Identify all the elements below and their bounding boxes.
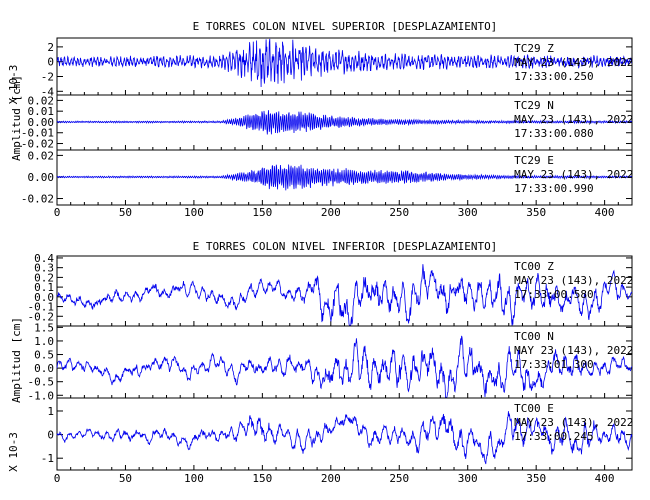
y-tick-label: 0.02 — [28, 149, 55, 162]
date-label: MAY 23 (143), 2022 — [514, 416, 633, 429]
time-label: 17:33:00.250 — [514, 70, 593, 83]
scale-factor-label: X 10-3 — [7, 65, 20, 105]
y-tick-label: -1 — [41, 452, 54, 465]
time-label: 17:33:00.245 — [514, 430, 593, 443]
x-tick-label: 100 — [184, 472, 204, 485]
y-tick-label: 0.01 — [28, 105, 55, 118]
x-tick-label: 200 — [321, 472, 341, 485]
station-label: TC00 Z — [514, 260, 554, 273]
y-tick-label: 1 — [47, 405, 54, 418]
time-label: 17:33:00.080 — [514, 127, 593, 140]
x-tick-label: 400 — [595, 206, 615, 219]
x-tick-label: 250 — [389, 472, 409, 485]
x-tick-label: 300 — [458, 206, 478, 219]
x-tick-label: 250 — [389, 206, 409, 219]
station-label: TC29 Z — [514, 42, 554, 55]
x-axis-lower: 0 50 100 150 200 250 300 350 400 — [54, 472, 615, 485]
y-tick-label: 0 — [47, 56, 54, 69]
date-label: MAY 23 (143), 2022 — [514, 168, 633, 181]
date-label: MAY 23 (143), 2022 — [514, 274, 633, 287]
y-tick-label: -0.1 — [28, 301, 55, 314]
y-tick-label: -4 — [41, 85, 55, 98]
waveform-trace — [56, 264, 633, 326]
waveform-trace — [56, 110, 633, 135]
waveform-trace — [56, 411, 633, 465]
waveform-trace — [56, 335, 633, 398]
time-label: 17:33:00.990 — [514, 182, 593, 195]
y-tick-label: -2 — [41, 70, 54, 83]
station-label: TC00 N — [514, 330, 554, 343]
y-tick-label: 1.5 — [34, 321, 54, 334]
y-tick-label: 0.3 — [34, 262, 54, 275]
x-axis-upper: 0 50 100 150 200 250 300 350 400 — [54, 206, 615, 219]
station-label: TC29 E — [514, 154, 554, 167]
x-tick-label: 0 — [54, 206, 61, 219]
scale-factor-label: X 10-3 — [7, 432, 20, 472]
time-label: 17:33:00.580 — [514, 288, 593, 301]
waveform-trace — [57, 38, 633, 88]
y-tick-label: 1.0 — [34, 335, 54, 348]
y-tick-label: 2 — [47, 41, 54, 54]
x-tick-label: 350 — [526, 206, 546, 219]
y-tick-label: 0.2 — [34, 271, 54, 284]
y-tick-label: -0.02 — [21, 138, 54, 151]
station-label: TC00 E — [514, 402, 554, 415]
y-tick-label: -0.02 — [21, 193, 54, 206]
x-tick-label: 50 — [119, 206, 132, 219]
x-tick-label: 200 — [321, 206, 341, 219]
y-tick-label: -1.0 — [28, 389, 55, 402]
date-label: MAY 23 (143), 2022 — [514, 344, 633, 357]
chart-title-upper: E TORRES COLON NIVEL SUPERIOR [DESPLAZAM… — [193, 20, 498, 33]
y-tick-label: -0.5 — [28, 376, 55, 389]
time-label: 17:33:01.300 — [514, 358, 593, 371]
y-tick-label: 0.0 — [34, 362, 54, 375]
y-axis-label-lower: Amplitud [cm] — [10, 317, 23, 403]
y-tick-label: -0.2 — [28, 310, 55, 323]
x-tick-label: 400 — [595, 472, 615, 485]
waveform-trace — [56, 164, 633, 191]
y-tick-label: 0 — [47, 429, 54, 442]
y-tick-label: 0.5 — [34, 349, 54, 362]
x-tick-label: 100 — [184, 206, 204, 219]
x-tick-label: 50 — [119, 472, 132, 485]
y-tick-label: 0.00 — [28, 171, 55, 184]
station-label: TC29 N — [514, 99, 554, 112]
date-label: MAY 23 (143), 2022 — [514, 113, 633, 126]
x-tick-label: 350 — [526, 472, 546, 485]
x-tick-label: 150 — [252, 206, 272, 219]
x-tick-label: 0 — [54, 472, 61, 485]
x-tick-label: 150 — [252, 472, 272, 485]
y-tick-label: 0.00 — [28, 116, 55, 129]
y-tick-label: 0.02 — [28, 94, 55, 107]
y-tick-label: 0.0 — [34, 291, 54, 304]
x-tick-label: 300 — [458, 472, 478, 485]
chart-title-lower: E TORRES COLON NIVEL INFERIOR [DESPLAZAM… — [193, 240, 498, 253]
y-tick-label: 0.4 — [34, 252, 54, 265]
y-tick-label: 0.1 — [34, 281, 54, 294]
y-tick-label: -0.01 — [21, 127, 54, 140]
y-axis-label-upper: Amplitud [cm] — [10, 75, 23, 161]
date-label: MAY 23 (143), 2022 — [514, 56, 633, 69]
